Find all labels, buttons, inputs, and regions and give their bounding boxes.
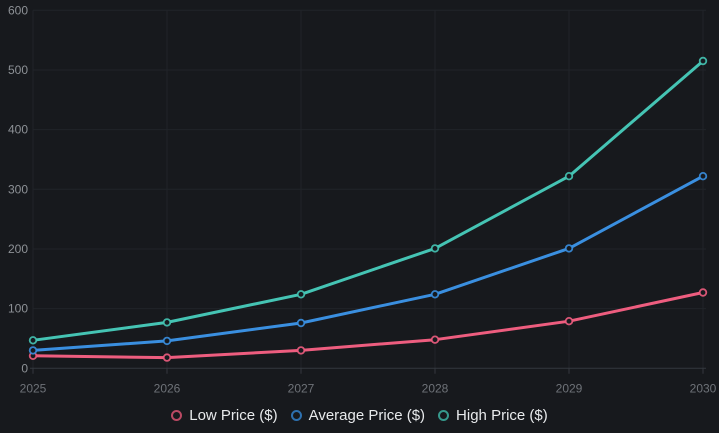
series-line-high [31,59,705,342]
data-point[interactable] [698,56,708,66]
y-axis-tick-label: 500 [8,63,28,77]
legend-item-label: Average Price ($) [308,406,426,424]
y-axis-tick-label: 200 [8,242,28,256]
legend-item-low[interactable]: Low Price ($) [171,406,278,424]
series-line-low [31,291,705,360]
x-axis-tick-label: 2028 [422,382,449,396]
data-point[interactable] [162,318,172,327]
data-point[interactable] [296,290,306,299]
legend-marker-icon [438,409,450,421]
data-point[interactable] [698,288,708,297]
data-point[interactable] [28,336,38,345]
data-point[interactable] [698,171,708,181]
legend-item-high[interactable]: High Price ($) [438,408,548,423]
y-axis-tick-label: 300 [8,182,28,196]
data-point[interactable] [430,290,440,299]
legend-item-label: High Price ($) [456,406,548,424]
data-point[interactable] [162,336,172,346]
chart-legend: Low Price ($) Average Price ($) High Price… [0,402,719,428]
chart-canvas: 0 100 200 300 400 500 600 2025 2026 2027 2028 2029 2… [8,3,717,396]
data-point[interactable] [564,317,574,326]
y-axis-tick-label: 600 [8,3,28,17]
y-axis-tick-label: 400 [8,123,28,137]
data-point[interactable] [430,244,440,253]
x-axis-tick-label: 2026 [154,382,181,396]
x-axis-tick-label: 2027 [288,382,315,396]
legend-marker-icon [171,409,183,421]
legend-marker-icon [290,409,302,421]
legend-item-label: Low Price ($) [189,406,278,424]
data-point[interactable] [296,346,306,355]
data-point[interactable] [564,171,574,181]
x-axis-tick-label: 2030 [690,382,717,396]
data-point[interactable] [162,353,172,362]
data-point[interactable] [430,335,440,344]
y-axis-tick-label: 0 [21,361,28,375]
data-point[interactable] [296,318,306,328]
y-axis-tick-label: 100 [8,302,28,316]
x-axis-tick-label: 2025 [20,382,47,396]
legend-item-average[interactable]: Average Price ($) [290,406,426,424]
data-point[interactable] [564,244,574,253]
data-point[interactable] [28,346,38,355]
series-line-average [31,174,705,352]
x-axis-tick-label: 2029 [556,382,583,396]
